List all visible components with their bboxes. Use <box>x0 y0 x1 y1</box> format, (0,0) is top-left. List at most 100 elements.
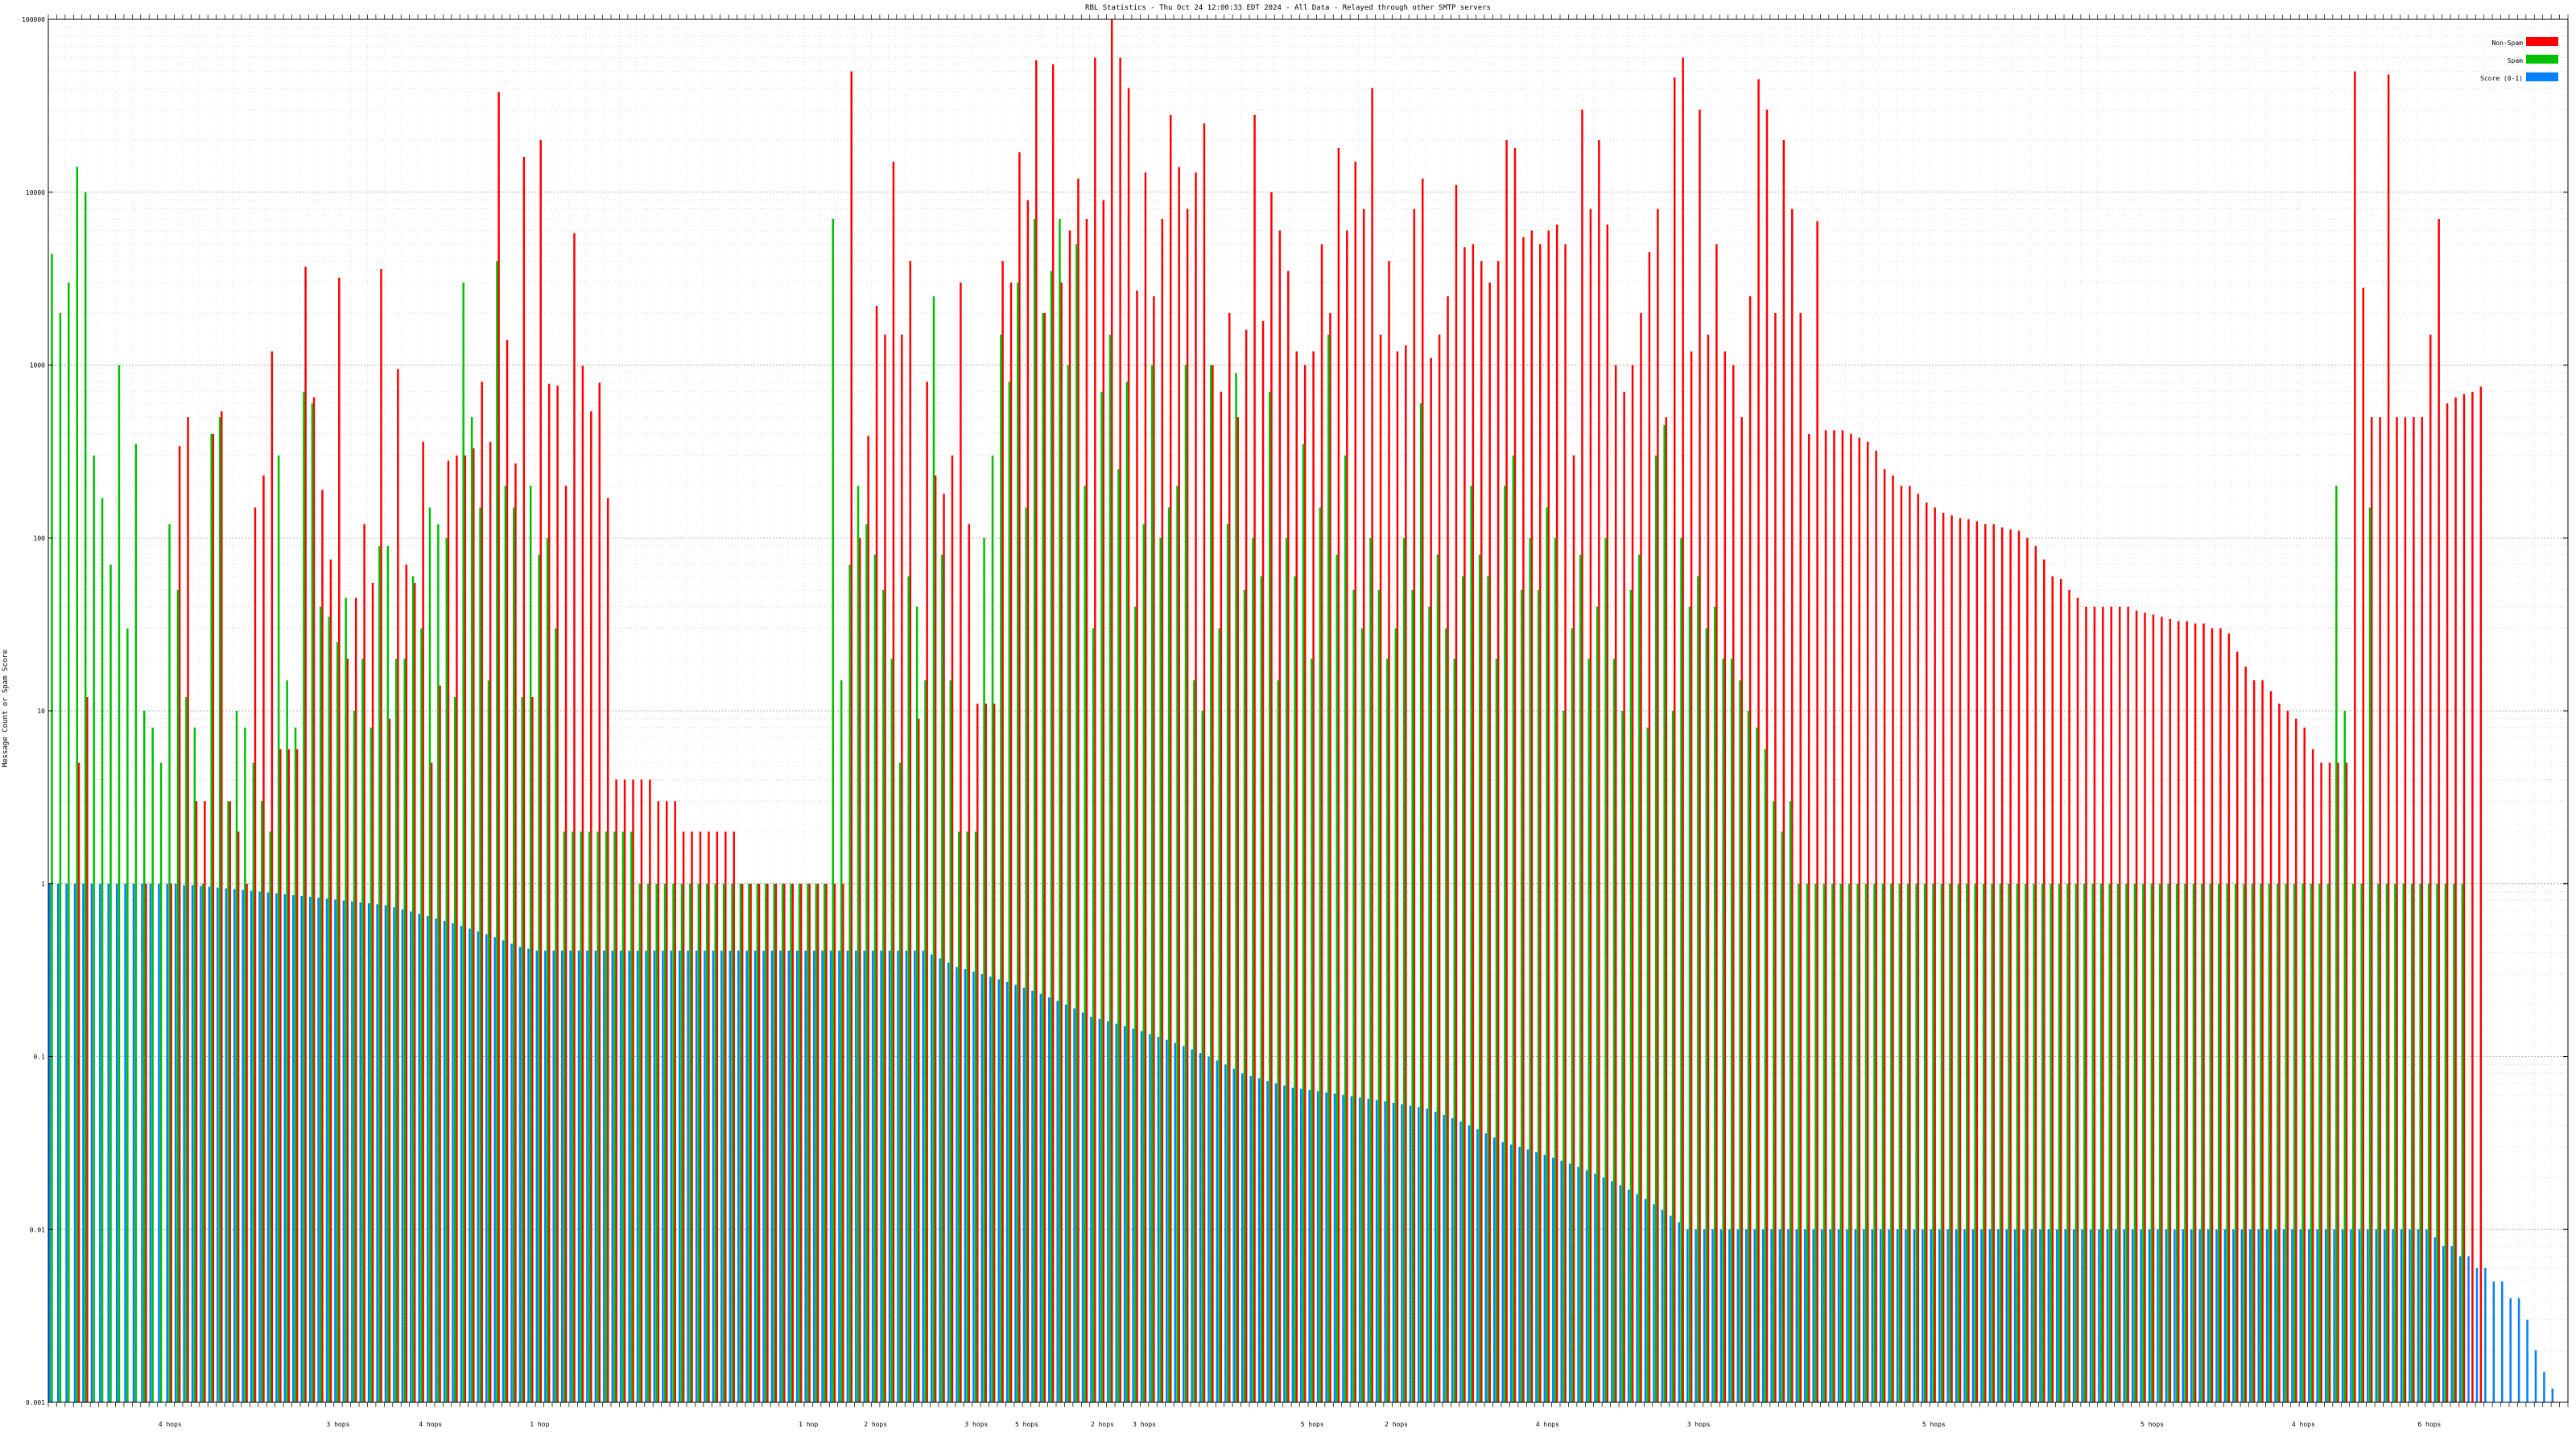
bar <box>174 883 177 1402</box>
y-tick-label: 1 <box>41 881 45 888</box>
bar <box>2115 1229 2117 1402</box>
bar <box>2385 883 2388 1402</box>
bar <box>2446 403 2449 1402</box>
bar <box>2375 1229 2377 1402</box>
bar <box>2008 883 2010 1402</box>
bar <box>812 950 815 1402</box>
bar <box>413 583 416 1402</box>
bar <box>2425 1229 2428 1402</box>
bar <box>1291 1088 1294 1402</box>
bar <box>581 365 584 1402</box>
bar <box>1405 345 1407 1403</box>
bar <box>1690 351 1693 1402</box>
bar <box>547 383 551 1402</box>
bar <box>401 909 404 1402</box>
bar <box>1526 1149 1530 1402</box>
bar <box>1982 883 1985 1402</box>
bar <box>1269 391 1271 1403</box>
bar <box>2501 1281 2504 1402</box>
x-group-label: 5 hops <box>1015 1421 1038 1428</box>
bar <box>1568 1163 1571 1402</box>
bar <box>329 559 332 1402</box>
bar <box>1581 109 1583 1402</box>
bar <box>2142 883 2145 1402</box>
bar <box>951 455 954 1402</box>
bar <box>1942 512 1945 1402</box>
bar <box>2056 1229 2058 1402</box>
bar <box>1480 261 1483 1402</box>
bar <box>1295 351 1298 1402</box>
bar <box>487 680 490 1402</box>
bar <box>2475 1267 2479 1402</box>
bar <box>1665 417 1668 1402</box>
bar <box>225 888 228 1402</box>
bar <box>2341 1229 2344 1402</box>
bar <box>1714 606 1716 1402</box>
bar <box>799 883 803 1402</box>
bar <box>2350 1229 2352 1402</box>
bar <box>1518 1146 1521 1402</box>
bar <box>1090 1017 1092 1402</box>
bar <box>1241 1073 1244 1402</box>
bar <box>1858 437 1861 1402</box>
bar <box>1316 1091 1319 1402</box>
bar <box>346 658 349 1402</box>
bar <box>2278 704 2281 1402</box>
bar <box>1879 1229 1882 1402</box>
bar <box>1283 1085 1286 1402</box>
bar <box>2059 579 2062 1402</box>
bar <box>1611 1181 1613 1402</box>
bar <box>665 801 668 1402</box>
bar <box>1371 88 1373 1402</box>
bar <box>233 889 236 1402</box>
bar <box>1705 628 1708 1402</box>
bar <box>2360 883 2363 1402</box>
bar <box>1778 1229 1781 1402</box>
bar <box>966 832 968 1402</box>
bar <box>832 219 835 1403</box>
bar <box>1747 711 1750 1402</box>
bar <box>991 455 994 1402</box>
y-tick-labels: 100000 10000 1000 100 10 1 0.1 0.01 0.001 <box>22 16 2568 1406</box>
bar <box>242 890 244 1402</box>
bar <box>303 391 305 1403</box>
legend-swatch <box>2526 55 2558 64</box>
bar <box>2127 606 2129 1402</box>
bar <box>720 950 723 1402</box>
bar <box>1094 57 1096 1403</box>
bar <box>993 704 996 1402</box>
bar <box>914 950 916 1402</box>
bar <box>59 312 62 1403</box>
bar <box>909 261 912 1402</box>
bar <box>443 920 446 1402</box>
bar <box>1923 883 1926 1402</box>
bar <box>1134 606 1137 1402</box>
bar <box>1008 382 1011 1403</box>
bars-layer <box>48 19 2554 1403</box>
bar <box>1009 283 1013 1402</box>
bar <box>1073 1008 1075 1402</box>
bar <box>1075 244 1078 1402</box>
bar <box>613 832 616 1402</box>
bar <box>470 417 473 1402</box>
bar <box>2034 546 2037 1402</box>
bar <box>132 883 135 1402</box>
bar <box>518 947 522 1402</box>
bar <box>2479 386 2483 1403</box>
bar <box>2249 1229 2252 1402</box>
bar <box>1367 1098 1369 1402</box>
bar <box>1312 351 1315 1402</box>
bar <box>855 950 857 1402</box>
bar <box>1362 208 1365 1403</box>
bar <box>2091 883 2095 1402</box>
bar <box>765 883 767 1402</box>
bar <box>1546 507 1548 1403</box>
bar <box>1081 1012 1084 1402</box>
bar <box>1084 485 1087 1403</box>
bar <box>1434 1111 1437 1402</box>
bar <box>2144 612 2146 1402</box>
bar <box>798 883 801 1402</box>
bar <box>1673 77 1676 1403</box>
bar <box>1571 628 1574 1402</box>
bar <box>1476 1129 1479 1402</box>
